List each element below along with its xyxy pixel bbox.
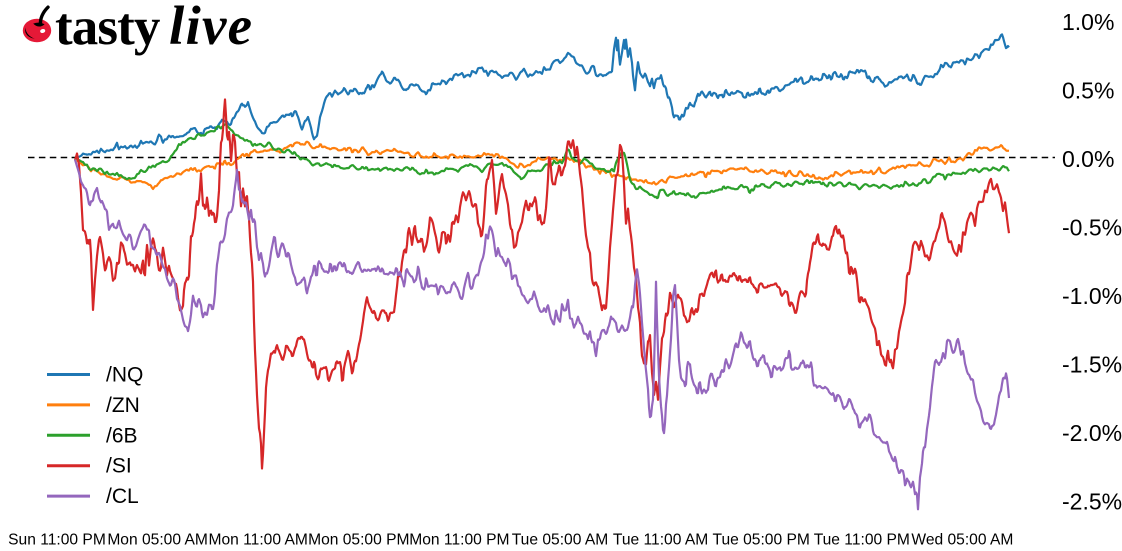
svg-text:-2.0%: -2.0%	[1062, 420, 1122, 446]
svg-text:-0.5%: -0.5%	[1062, 215, 1122, 241]
svg-text:Mon 05:00 AM: Mon 05:00 AM	[107, 532, 208, 549]
svg-text:Mon 11:00 PM: Mon 11:00 PM	[409, 532, 509, 549]
svg-text:-1.5%: -1.5%	[1062, 352, 1122, 378]
svg-text:Tue 05:00 PM: Tue 05:00 PM	[713, 532, 810, 549]
svg-text:/NQ: /NQ	[106, 364, 143, 387]
svg-text:Mon 05:00 PM: Mon 05:00 PM	[308, 532, 409, 549]
svg-text:/6B: /6B	[106, 424, 138, 447]
svg-text:tasty: tasty	[55, 0, 160, 56]
svg-text:1.0%: 1.0%	[1062, 9, 1114, 35]
svg-text:/ZN: /ZN	[106, 394, 140, 417]
svg-text:/SI: /SI	[106, 455, 132, 478]
svg-text:-2.5%: -2.5%	[1062, 489, 1122, 515]
svg-text:Tue 05:00 AM: Tue 05:00 AM	[512, 532, 609, 549]
svg-text:0.0%: 0.0%	[1062, 146, 1114, 172]
svg-text:Mon 11:00 AM: Mon 11:00 AM	[208, 532, 307, 549]
svg-text:/CL: /CL	[106, 485, 139, 508]
svg-text:-1.0%: -1.0%	[1062, 283, 1122, 309]
svg-text:live: live	[169, 0, 253, 56]
svg-text:Sun 11:00 PM: Sun 11:00 PM	[8, 532, 106, 549]
svg-text:Tue 11:00 AM: Tue 11:00 AM	[613, 532, 708, 549]
svg-text:Wed 05:00 AM: Wed 05:00 AM	[911, 532, 1013, 549]
svg-text:Tue 11:00 PM: Tue 11:00 PM	[814, 532, 910, 549]
svg-text:0.5%: 0.5%	[1062, 78, 1114, 104]
